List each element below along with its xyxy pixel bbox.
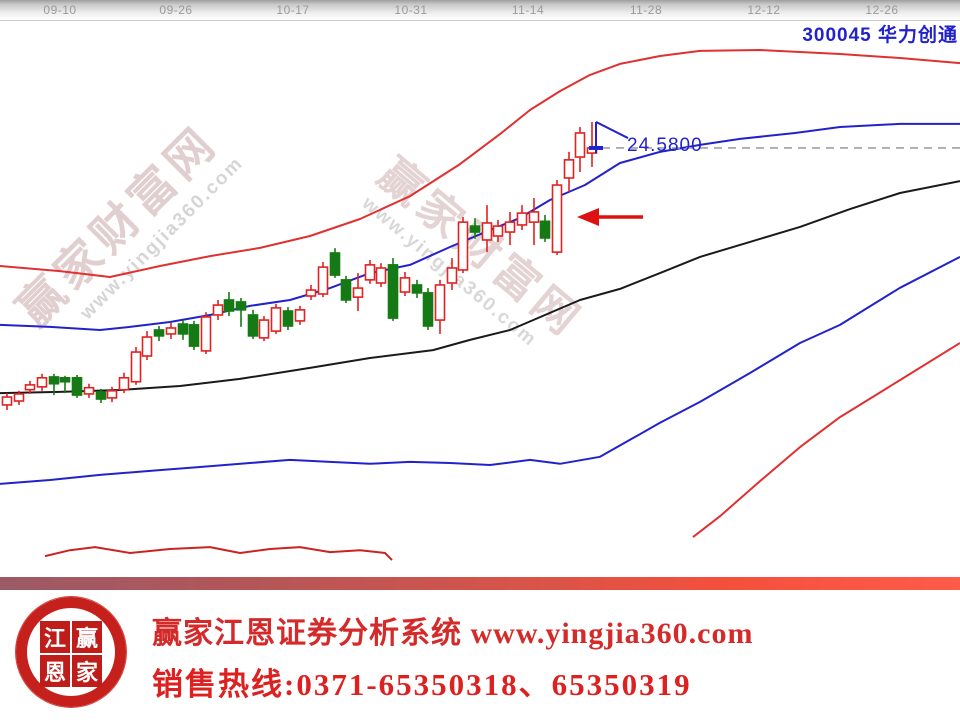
logo-seal-character: 赢 — [72, 621, 102, 653]
candle-body — [528, 211, 540, 223]
candle-body — [317, 266, 329, 295]
candle-body — [212, 304, 224, 316]
x-axis-tick-label: 10-17 — [276, 3, 310, 17]
price-callout-label: 24.5800 — [627, 135, 703, 156]
upper-blue-band — [0, 122, 960, 331]
candle-body — [563, 159, 575, 179]
candle-body — [106, 390, 118, 399]
logo-seal-character: 恩 — [40, 655, 70, 687]
x-axis-tick-label: 11-28 — [629, 3, 663, 17]
candle-body — [352, 287, 364, 298]
candle-body — [165, 327, 177, 335]
candle-body — [434, 284, 446, 321]
candle-body — [446, 267, 458, 284]
logo-character-grid: 江赢恩家 — [40, 621, 102, 687]
candle-body — [504, 221, 516, 233]
candle-body — [200, 316, 212, 352]
lower-red-band-left — [44, 546, 393, 561]
candle-body — [399, 277, 411, 293]
candle-body — [141, 336, 153, 357]
lower-blue-band — [0, 256, 960, 485]
candle-body — [340, 279, 352, 301]
upper-red-band — [0, 49, 960, 278]
candle-body — [329, 252, 341, 276]
price-flag-leader — [595, 121, 629, 139]
candle-body — [13, 393, 25, 402]
candle-body — [364, 264, 376, 281]
x-axis-tick-label: 09-26 — [159, 3, 193, 17]
candle-body — [294, 309, 306, 322]
annotation-arrow-head — [577, 208, 599, 227]
candle-body — [153, 329, 165, 337]
footer-gradient-bar — [0, 577, 960, 590]
candle-body — [235, 301, 247, 311]
footer-banner: 江赢恩家 赢家江恩证券分析系统 www.yingjia360.com 销售热线:… — [0, 590, 960, 720]
candle-body — [481, 222, 493, 241]
candle-body — [282, 310, 294, 327]
candle-body — [95, 391, 107, 400]
candle-body — [118, 376, 130, 391]
candle-body — [177, 323, 189, 335]
candle-body — [223, 299, 235, 312]
candle-body — [36, 376, 48, 388]
footer-system-name-and-url: 赢家江恩证券分析系统 www.yingjia360.com — [152, 617, 754, 650]
x-axis-tick-label: 12-12 — [747, 3, 781, 17]
candle-body — [48, 376, 60, 385]
candle-body — [305, 289, 317, 297]
candle-body — [411, 284, 423, 294]
candle-body — [1, 396, 13, 406]
candle-body — [516, 212, 528, 226]
candle-body — [130, 351, 142, 383]
candle-body — [539, 220, 551, 239]
candle-body — [258, 319, 270, 339]
candle-body — [492, 225, 504, 237]
candle-body — [551, 184, 563, 253]
candle-body — [270, 307, 282, 332]
logo-ring — [16, 597, 126, 707]
x-axis-tick-label: 09-10 — [43, 3, 77, 17]
candle-body — [24, 384, 36, 391]
candle-body — [469, 225, 481, 233]
stock-code-name-label: 300045 华力创通 — [802, 25, 958, 46]
candle-body — [71, 376, 83, 396]
x-axis-tick-label: 10-31 — [394, 3, 428, 17]
x-axis-tick-label: 12-26 — [865, 3, 899, 17]
candle-body — [247, 314, 259, 337]
candle-body — [59, 376, 71, 383]
date-axis-strip: 09-10 09-26 10-17 10-31 11-14 11-28 12-12 12-26 — [0, 0, 960, 21]
logo-seal-character: 江 — [40, 621, 70, 653]
candle-body — [83, 386, 95, 395]
x-axis-tick-label: 11-14 — [511, 3, 545, 17]
candle-body — [375, 267, 387, 284]
candle-body — [188, 324, 200, 347]
candle-body — [387, 264, 399, 319]
yingjia-seal-logo: 江赢恩家 — [16, 597, 126, 707]
lower-red-band-right — [692, 342, 960, 538]
middle-black-band — [0, 180, 960, 395]
candle-body — [422, 292, 434, 327]
candle-body — [457, 221, 469, 271]
candle-body — [574, 132, 586, 158]
footer-sales-hotline: 销售热线:0371-65350318、65350319 — [152, 667, 692, 702]
logo-seal-character: 家 — [72, 655, 102, 687]
